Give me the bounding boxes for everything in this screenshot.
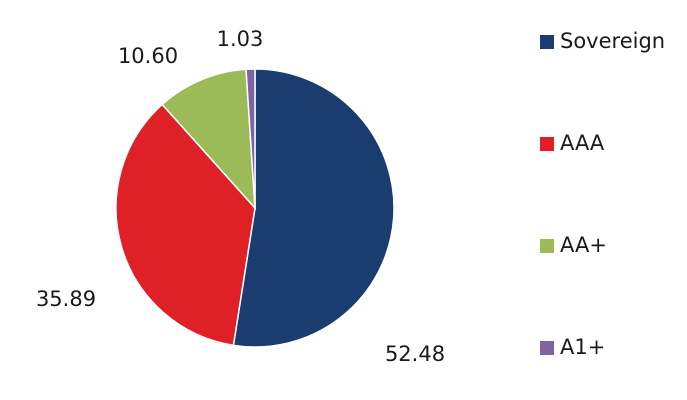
- legend-swatch: [540, 341, 554, 355]
- legend-swatch: [540, 239, 554, 253]
- legend-label: A1+: [560, 335, 605, 359]
- data-label: 1.03: [217, 27, 264, 51]
- legend-swatch: [540, 137, 554, 151]
- pie-slice: [115, 103, 256, 347]
- data-label: 35.89: [36, 287, 96, 311]
- pie-slice: [161, 68, 256, 211]
- data-label: 52.48: [385, 342, 445, 366]
- data-label: 10.60: [118, 44, 178, 68]
- legend-label: Sovereign: [560, 29, 665, 53]
- legend-swatch: [540, 35, 554, 49]
- legend-label: AAA: [560, 131, 605, 155]
- pie-slice: [232, 68, 395, 348]
- legend-label: AA+: [560, 233, 607, 257]
- pie-slice: [245, 68, 256, 209]
